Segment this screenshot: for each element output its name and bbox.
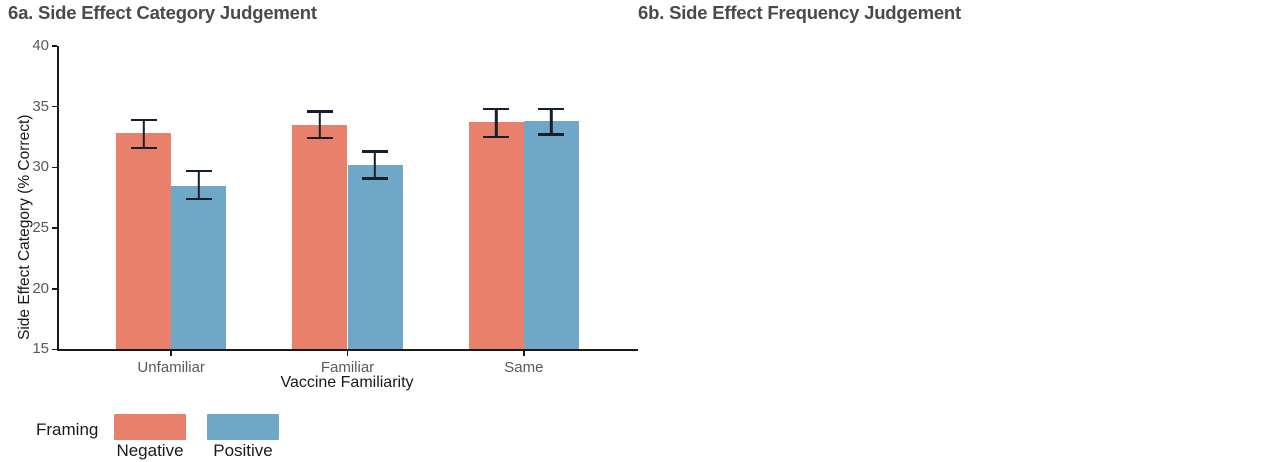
errorbar-familiar-negative <box>300 110 340 140</box>
legend-key-negative[interactable]: Negative <box>114 414 186 460</box>
errorbar-cap-lower <box>185 197 212 201</box>
panel-6a-y-axis-label: Side Effect Category (% Correct) <box>16 114 33 340</box>
y-tick-mark <box>52 105 57 108</box>
bar-familiar-positive <box>347 164 403 350</box>
y-tick-label: 20 <box>32 279 49 297</box>
y-tick-label: 35 <box>32 97 49 115</box>
errorbar-stem <box>142 118 145 150</box>
errorbar-unfamiliar-negative <box>124 118 164 150</box>
y-tick-mark <box>52 227 57 229</box>
errorbar-cap-upper <box>130 118 157 122</box>
errorbar-stem <box>373 150 377 180</box>
bar-familiar-negative <box>292 124 348 350</box>
panel-6a: 6a. Side Effect Category Judgement Side … <box>0 0 650 405</box>
panel-6a-plot-area: 15 20 25 30 35 40 Unfamiliar Familiar Same <box>32 37 638 376</box>
errorbar-cap-upper <box>185 169 212 173</box>
x-tick-label: Same <box>504 359 544 376</box>
y-tick-mark <box>52 166 57 169</box>
panel-6a-y-axis-line <box>57 46 59 351</box>
bar-same-positive <box>523 121 579 350</box>
legend-title: Framing <box>36 420 99 439</box>
errorbar-stem <box>318 110 322 140</box>
errorbar-stem <box>550 107 553 136</box>
errorbar-stem <box>495 107 498 139</box>
errorbar-cap-lower <box>483 135 510 139</box>
y-tick-mark <box>52 287 57 290</box>
panel-6b: 6b. Side Effect Frequency Judgement Side… <box>630 0 1280 405</box>
errorbar-cap-lower <box>538 133 565 136</box>
errorbar-cap-upper <box>362 150 389 153</box>
errorbar-cap-lower <box>306 137 333 140</box>
y-tick-label: 30 <box>32 158 49 176</box>
x-tick-label: Unfamiliar <box>137 359 205 376</box>
legend-label-negative: Negative <box>116 441 184 460</box>
errorbar-unfamiliar-positive <box>179 169 219 201</box>
y-tick-mark <box>52 45 57 47</box>
errorbar-stem <box>197 169 200 201</box>
legend: Framing Negative Positive <box>0 408 1280 462</box>
x-tick-label: Familiar <box>320 359 375 376</box>
y-tick-label: 25 <box>32 219 49 237</box>
legend-label-positive: Positive <box>213 441 273 460</box>
panel-6a-x-axis-line <box>57 349 638 351</box>
legend-swatch-negative <box>114 414 186 440</box>
y-tick-label: 40 <box>32 37 49 54</box>
legend-swatch-positive <box>207 414 279 440</box>
errorbar-familiar-positive <box>355 150 395 180</box>
errorbar-cap-lower <box>362 177 389 180</box>
errorbar-cap-upper <box>538 107 565 111</box>
legend-key-positive[interactable]: Positive <box>207 414 279 460</box>
panel-6a-title: 6a. Side Effect Category Judgement <box>8 2 317 23</box>
bar-unfamiliar-positive <box>171 185 227 350</box>
x-tick-mark <box>523 351 525 356</box>
y-tick-label: 15 <box>32 340 49 358</box>
x-tick-mark <box>170 351 172 356</box>
errorbar-cap-lower <box>130 146 157 150</box>
x-tick-mark <box>346 351 349 356</box>
y-tick-mark <box>52 348 57 351</box>
panel-6a-x-axis-label: Vaccine Familiarity <box>280 374 414 391</box>
bar-same-negative <box>468 122 524 350</box>
errorbar-cap-upper <box>483 107 510 111</box>
errorbar-cap-upper <box>306 110 333 113</box>
errorbar-same-negative <box>476 107 516 139</box>
panel-6b-title: 6b. Side Effect Frequency Judgement <box>638 2 961 23</box>
errorbar-same-positive <box>531 107 571 136</box>
bar-unfamiliar-negative <box>116 133 172 350</box>
